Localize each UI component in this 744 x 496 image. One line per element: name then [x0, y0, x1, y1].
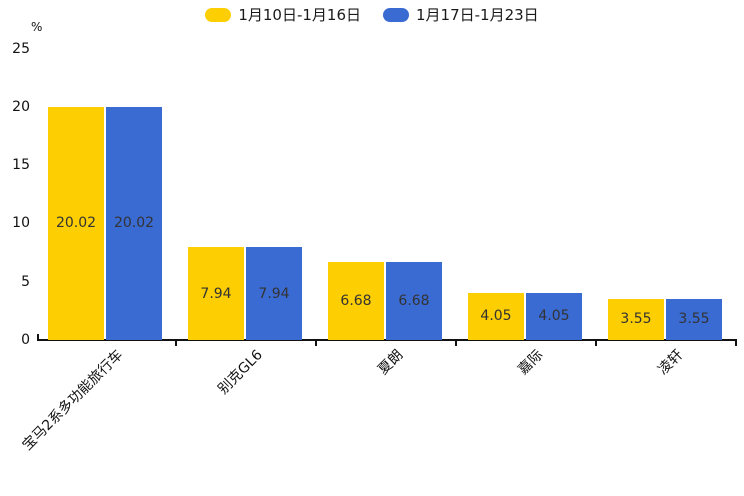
x-axis-tick: [455, 341, 457, 346]
legend-item-week1[interactable]: 1月10日-1月16日: [205, 6, 361, 24]
bar-week2[interactable]: [666, 298, 722, 340]
x-axis-origin-tick: [37, 334, 39, 339]
x-axis-tick: [735, 341, 737, 346]
y-axis-unit-label: %: [31, 20, 43, 34]
bar-value-label: 4.05: [480, 308, 512, 325]
bar-value-label: 4.05: [538, 308, 570, 325]
bar-value-label: 6.68: [398, 293, 430, 310]
legend-item-week2[interactable]: 1月17日-1月23日: [383, 6, 539, 24]
legend: 1月10日-1月16日 1月17日-1月23日: [0, 6, 744, 24]
x-axis-category-label: 宝马2系多功能旅行车: [19, 347, 127, 454]
bar-week2[interactable]: [246, 247, 302, 340]
bar-week2[interactable]: [386, 262, 442, 340]
y-axis-tick-label: 15: [12, 157, 30, 174]
bar-value-label: 7.94: [200, 285, 232, 302]
bar-week2[interactable]: [526, 292, 582, 340]
x-axis-tick: [175, 341, 177, 346]
bar-week1[interactable]: [328, 262, 384, 340]
bar-value-label: 20.02: [113, 215, 155, 232]
legend-label-week1: 1月10日-1月16日: [238, 6, 361, 24]
bar-week1[interactable]: [188, 247, 244, 340]
y-axis-tick-label: 25: [12, 40, 30, 57]
bar-week2[interactable]: [106, 106, 162, 340]
bar-week1[interactable]: [468, 292, 524, 340]
x-axis-category-label: 别克GL6: [215, 347, 267, 398]
bar-week1[interactable]: [608, 298, 664, 340]
bar-value-label: 6.68: [340, 293, 372, 310]
x-axis-category-label: 嘉际: [515, 347, 547, 379]
x-axis-category-label: 凌轩: [655, 347, 687, 379]
y-axis-tick-label: 5: [21, 273, 30, 290]
bar-value-label: 3.55: [620, 311, 652, 328]
x-axis-category-label: 夏朗: [375, 347, 407, 379]
y-axis-tick-label: 10: [12, 215, 30, 232]
legend-swatch-week1-icon: [205, 8, 232, 22]
bar-week1[interactable]: [48, 106, 104, 340]
x-axis-tick: [595, 341, 597, 346]
y-axis-tick-label: 20: [12, 98, 30, 115]
legend-swatch-week2-icon: [383, 8, 409, 22]
bar-value-label: 20.02: [55, 215, 97, 232]
bar-value-label: 7.94: [258, 285, 290, 302]
legend-label-week2: 1月17日-1月23日: [416, 6, 539, 24]
x-axis-tick: [315, 341, 317, 346]
bar-value-label: 3.55: [678, 311, 710, 328]
y-axis-tick-label: 0: [21, 332, 30, 348]
x-axis-line: [37, 339, 737, 341]
